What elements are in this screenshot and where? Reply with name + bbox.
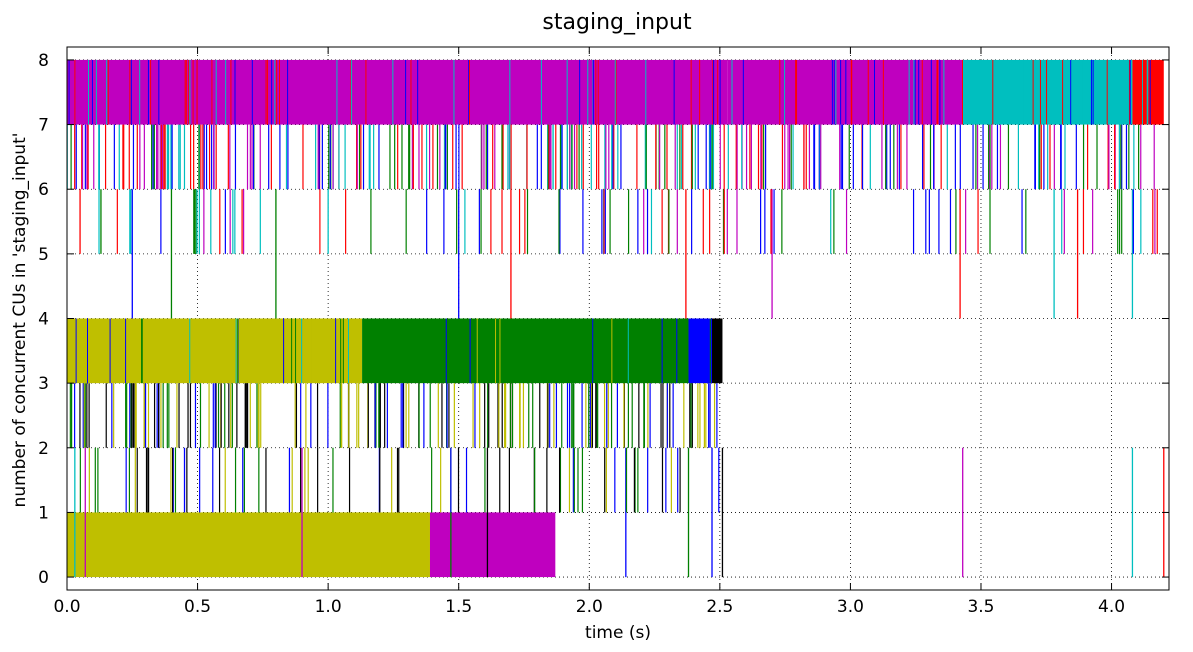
x-tick-label: 3.0	[837, 597, 864, 617]
y-tick-label: 6	[38, 180, 49, 200]
y-tick-label: 2	[38, 439, 49, 459]
x-tick-label: 1.0	[315, 597, 342, 617]
filled-region	[67, 512, 430, 578]
chart-title: staging_input	[542, 10, 692, 35]
filled-region	[712, 318, 723, 384]
x-tick-label: 4.0	[1098, 597, 1125, 617]
filled-region	[688, 318, 713, 384]
y-tick-label: 7	[38, 116, 49, 136]
y-tick-label: 8	[38, 51, 49, 71]
x-tick-label: 3.5	[967, 597, 994, 617]
x-tick-label: 1.5	[445, 597, 472, 617]
x-axis-label: time (s)	[585, 623, 651, 643]
x-tick-label: 2.5	[706, 597, 733, 617]
axis-ticks	[66, 47, 1169, 590]
x-tick-labels: 0.0 0.5 1.0 1.5 2.0 2.5 3.0 3.5 4.0	[53, 597, 1125, 617]
x-tick-label: 0.0	[53, 597, 80, 617]
filled-region	[429, 512, 556, 578]
x-tick-label: 2.0	[576, 597, 603, 617]
y-tick-label: 5	[38, 245, 49, 265]
filled-region	[362, 318, 689, 384]
filled-region	[727, 59, 963, 125]
filled-region	[67, 59, 728, 125]
y-axis-label: number of concurrent CUs in 'staging_inp…	[10, 133, 30, 508]
y-tick-label: 4	[38, 310, 49, 330]
y-tick-labels: 0 1 2 3 4 5 6 7 8	[38, 51, 49, 588]
y-tick-label: 0	[38, 568, 49, 588]
y-tick-label: 1	[38, 503, 49, 523]
y-tick-label: 3	[38, 374, 49, 394]
x-tick-label: 0.5	[184, 597, 211, 617]
data-series	[67, 59, 1165, 578]
filled-region	[962, 59, 1133, 125]
filled-region	[67, 318, 363, 384]
